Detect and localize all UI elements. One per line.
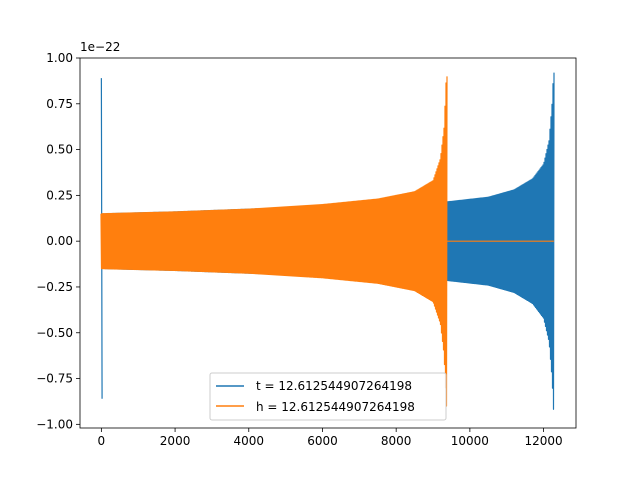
y-tick-label: −0.50 [36, 326, 73, 340]
x-tick-label: 4000 [233, 434, 264, 448]
x-tick-label: 12000 [524, 434, 562, 448]
y-tick-label: −0.75 [36, 372, 73, 386]
series-layer [100, 72, 555, 410]
x-tick-label: 10000 [451, 434, 489, 448]
y-axis: −1.00 −0.75 −0.50 −0.25 0.00 0.25 0.50 0.75 1.00 [36, 51, 80, 431]
legend: t = 12.612544907264198 h = 12.6125449072… [209, 372, 447, 421]
series-line-h [100, 76, 554, 407]
x-tick-label: 8000 [381, 434, 412, 448]
legend-box [209, 372, 447, 421]
y-tick-label: 0.00 [46, 234, 73, 248]
y-tick-label: 0.75 [46, 97, 73, 111]
legend-label-t: t = 12.612544907264198 [256, 379, 412, 393]
y-tick-label: 0.50 [46, 143, 73, 157]
y-tick-label: −0.25 [36, 280, 73, 294]
y-offset-text: 1e−22 [80, 40, 120, 54]
y-tick-label: 1.00 [46, 51, 73, 65]
legend-label-h: h = 12.612544907264198 [256, 400, 415, 414]
x-tick-label: 2000 [160, 434, 191, 448]
x-tick-label: 6000 [307, 434, 338, 448]
plot-frame [79, 57, 577, 429]
x-axis: 0 2000 4000 6000 8000 10000 12000 [98, 428, 563, 448]
y-tick-label: 0.25 [46, 188, 73, 202]
x-tick-label: 0 [98, 434, 106, 448]
y-tick-label: −1.00 [36, 417, 73, 431]
